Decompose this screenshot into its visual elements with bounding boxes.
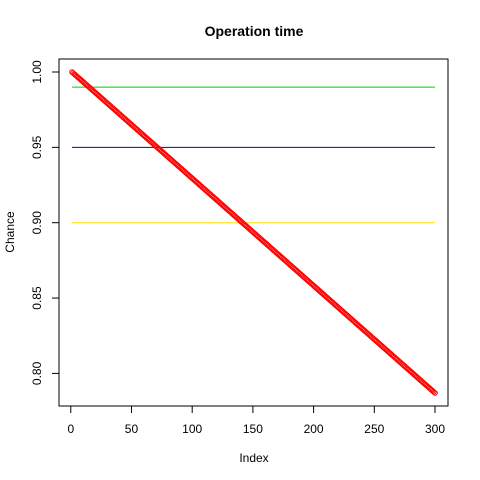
chart-title: Operation time [205, 23, 304, 39]
y-tick: 0.85 [30, 286, 59, 310]
y-tick-label: 0.95 [30, 135, 44, 159]
x-ticks: 0 50 100 150 200 250 300 [67, 406, 445, 436]
x-tick: 300 [425, 406, 445, 436]
y-axis-label: Chance [3, 211, 17, 253]
data-points [69, 69, 438, 396]
y-tick-label: 0.90 [30, 211, 44, 235]
y-tick: 0.95 [30, 135, 59, 159]
y-ticks: 0.80 0.85 0.90 0.95 1.00 [30, 60, 59, 385]
x-tick-label: 250 [364, 422, 384, 436]
x-tick-label: 0 [67, 422, 74, 436]
y-tick: 1.00 [30, 60, 59, 84]
x-tick-label: 200 [304, 422, 324, 436]
x-tick-label: 100 [182, 422, 202, 436]
y-tick: 0.80 [30, 361, 59, 385]
x-tick: 200 [304, 406, 324, 436]
x-tick-label: 300 [425, 422, 445, 436]
data-point [432, 390, 438, 396]
data-point [430, 389, 437, 395]
x-tick: 50 [125, 406, 139, 436]
y-tick-label: 1.00 [30, 60, 44, 84]
x-axis: 0 50 100 150 200 250 300 [67, 405, 445, 436]
x-tick-label: 50 [125, 422, 139, 436]
x-tick-label: 150 [243, 422, 263, 436]
x-tick: 100 [182, 406, 203, 436]
x-tick: 250 [364, 406, 385, 436]
y-axis: 0.80 0.85 0.90 0.95 1.00 [30, 60, 60, 385]
y-tick: 0.90 [30, 211, 59, 235]
x-axis-label: Index [239, 451, 268, 465]
reference-lines [72, 86, 435, 224]
y-tick-label: 0.80 [30, 361, 44, 385]
x-tick: 0 [67, 406, 74, 436]
y-tick-label: 0.85 [30, 286, 44, 310]
x-tick: 150 [243, 406, 263, 436]
